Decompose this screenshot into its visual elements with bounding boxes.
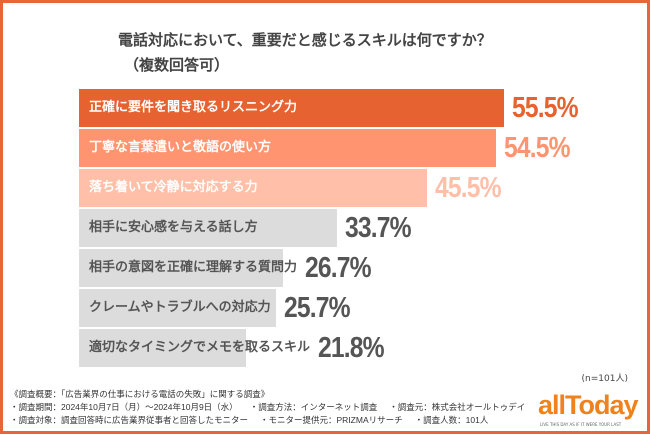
- footer-method: ・調査方法：インターネット調査: [249, 402, 378, 412]
- value-label: 54.5%: [503, 132, 571, 164]
- footer-heading: 《調査概要：「広告業界の仕事における電話の失敗」に関する調査》: [10, 389, 270, 399]
- bar: [79, 289, 276, 327]
- chart-subtitle: （複数回答可）: [124, 56, 230, 74]
- value-label: 25.7%: [283, 292, 351, 324]
- footer-source: ・調査元：株式会社オールトゥデイ: [389, 402, 526, 412]
- value-label: 21.8%: [318, 332, 385, 364]
- category-label: 相手の意図を正確に理解する質問力: [89, 260, 298, 275]
- value-label: 55.5%: [511, 92, 579, 124]
- bar: [79, 209, 337, 247]
- value-label: 26.7%: [305, 252, 372, 284]
- footer-count: ・調査人数：101人: [414, 415, 489, 425]
- logo-tagline: LIVE THIS DAY AS IF IT WERE YOUR LAST: [540, 422, 622, 427]
- category-label: クレームやトラブルへの対応力: [89, 300, 271, 315]
- footer-provider: ・モニター提供元：PRIZMAリサーチ: [260, 415, 403, 425]
- bar: [79, 329, 246, 367]
- bar: [79, 89, 504, 127]
- survey-footer: 《調査概要：「広告業界の仕事における電話の失敗」に関する調査》 ・調査期間：20…: [10, 388, 532, 427]
- alltoday-logo: allToday: [538, 390, 639, 420]
- footer-target: ・調査対象：調査回答時に広告業界従事者と回答したモニター: [10, 415, 249, 425]
- bar: [79, 129, 496, 167]
- footer-period: ・調査期間：2024年10月7日（月）～2024年10月9日（水）: [10, 402, 238, 412]
- category-label: 丁寧な言葉遣いと敬語の使い方: [89, 140, 272, 155]
- value-label: 33.7%: [344, 212, 412, 244]
- value-label: 45.5%: [435, 172, 502, 204]
- category-label: 落ち着いて冷静に対応する力: [89, 180, 258, 195]
- chart-title: 電話対応において、重要だと感じるスキルは何ですか？: [118, 31, 492, 49]
- category-label: 正確に要件を聞き取るリスニング力: [89, 100, 298, 115]
- category-label: 適切なタイミングでメモを取るスキル: [89, 340, 311, 355]
- sample-size-note: (n=101人): [581, 374, 628, 384]
- category-label: 相手に安心感を与える話し方: [89, 220, 258, 235]
- bar: [79, 169, 428, 207]
- bar: [79, 249, 284, 287]
